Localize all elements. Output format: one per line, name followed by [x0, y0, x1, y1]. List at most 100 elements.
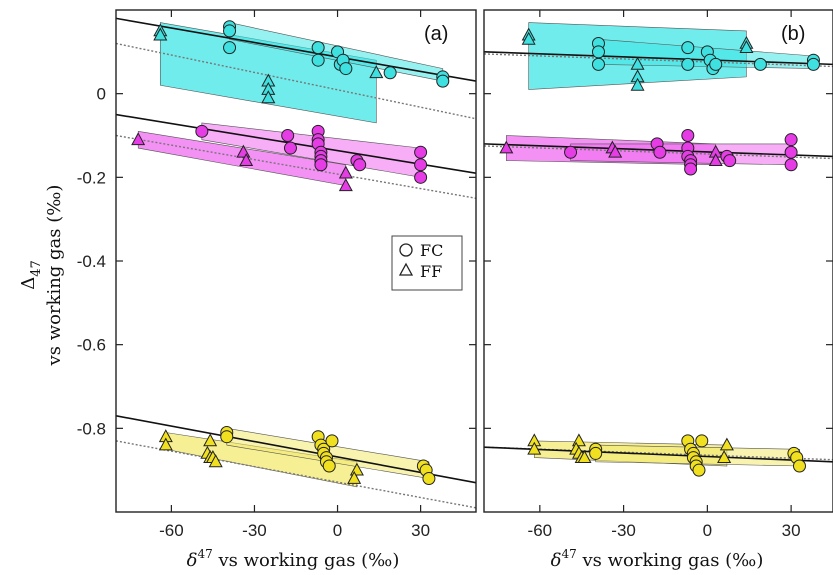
cyan-ff-point	[261, 90, 276, 104]
magenta-fc-point	[353, 158, 367, 172]
legend: FC FF	[391, 235, 463, 291]
x-axis-a-rest: vs working gas (‰)	[213, 550, 400, 571]
x-tick-label: 30	[411, 521, 430, 540]
cyan-fc-point	[223, 24, 237, 38]
panel-a: -60 -30 0 30 0 -0.2 -0.4 -0.6 -0.8 (a)	[77, 9, 477, 540]
legend-circle-icon	[399, 243, 413, 257]
x-axis-b-symbol: δ	[551, 550, 562, 571]
x-axis-a-sup: 47	[197, 547, 212, 561]
panel-label: (b)	[781, 23, 805, 45]
y-tick-label: -0.6	[77, 336, 106, 355]
yellow-ff-point	[527, 441, 542, 455]
cyan-fc-point	[709, 57, 723, 71]
cyan-ff-point	[521, 31, 536, 45]
yellow-solid-fit-line	[484, 446, 833, 463]
x-tick-label: -30	[611, 521, 636, 540]
cyan-fc-point	[311, 41, 325, 55]
magenta-fc-point	[684, 162, 698, 176]
magenta-ff-point	[239, 153, 254, 166]
magenta-ff-point	[338, 165, 353, 179]
x-axis-b-sup: 47	[561, 547, 576, 561]
cyan-ff-point	[739, 40, 754, 53]
yellow-fc-point	[589, 446, 603, 460]
panel-b: -60 -30 0 30 (b)	[483, 9, 833, 540]
magenta-ff-point	[338, 178, 353, 192]
magenta-fc-point	[784, 145, 798, 159]
y-tick-label: -0.2	[77, 168, 106, 187]
magenta-fc-point	[314, 158, 328, 172]
yellow-dotted-fit-line	[116, 440, 476, 509]
yellow-ff-point	[158, 437, 173, 451]
magenta-fc-point	[784, 158, 798, 172]
legend-triangle-icon	[398, 262, 414, 276]
cyan-fc-point	[591, 45, 605, 59]
legend-label-fc: FC	[420, 241, 443, 260]
yellow-ff-point	[571, 433, 586, 447]
cyan-fc-point	[681, 41, 695, 55]
y-tick-label: -0.8	[77, 419, 106, 438]
magenta-fc-point	[723, 154, 737, 168]
yellow-ff-point	[203, 433, 218, 447]
cyan-fc-point	[311, 53, 325, 67]
magenta-fc-point	[564, 145, 578, 159]
cyan-fc-point	[383, 66, 397, 80]
magenta-fc-point	[784, 133, 798, 147]
cyan-dotted-fit-line	[116, 42, 476, 120]
svg-text:δ47 vs working gas (‰): δ47 vs working gas (‰)	[187, 547, 400, 571]
magenta-fc-point	[283, 141, 297, 155]
x-axis-title-b: δ47 vs working gas (‰)	[551, 547, 764, 571]
cyan-fc-point	[436, 74, 450, 88]
yellow-fc-point	[322, 459, 336, 473]
magenta-ff-point	[608, 144, 623, 158]
magenta-fc-point	[681, 129, 695, 142]
cyan-fc-point	[223, 41, 237, 55]
yellow-solid-fit-line	[116, 414, 476, 484]
legend-label-ff: FF	[420, 262, 442, 281]
cyan-solid-fit-line	[484, 51, 833, 66]
magenta-dotted-fit-line	[116, 134, 476, 199]
plot-area	[116, 17, 476, 509]
cyan-ff-point	[153, 27, 168, 41]
y-axis-second-line: vs working gas (‰)	[44, 185, 65, 367]
magenta-fc-point	[195, 124, 209, 138]
x-tick-label: 0	[703, 521, 712, 540]
magenta-ff-point	[131, 132, 146, 146]
yellow-fc-point	[220, 430, 234, 444]
x-axis-title-a: δ47 vs working gas (‰)	[187, 547, 400, 571]
magenta-fc-point	[414, 158, 428, 172]
yellow-ff-point	[208, 454, 223, 468]
x-tick-label: 30	[782, 521, 801, 540]
yellow-fc-point	[422, 472, 436, 486]
cyan-solid-fit-line	[116, 17, 476, 82]
yellow-fc-point	[692, 463, 706, 477]
yellow-fc-point	[325, 434, 339, 448]
magenta-ff-point	[708, 153, 723, 166]
x-axis-b-rest: vs working gas (‰)	[577, 550, 764, 571]
svg-text:δ47 vs working gas (‰): δ47 vs working gas (‰)	[551, 547, 764, 571]
y-tick-label: 0	[97, 85, 106, 104]
cyan-fc-point	[806, 57, 820, 71]
x-tick-label: 0	[333, 521, 342, 540]
cyan-fc-point	[753, 57, 767, 71]
cyan-fc-point	[339, 62, 353, 76]
x-tick-label: -60	[159, 521, 184, 540]
x-axis-a-symbol: δ	[187, 550, 198, 571]
plot-area	[484, 22, 833, 477]
yellow-ff-point	[347, 470, 362, 484]
panel-label: (a)	[424, 23, 448, 45]
svg-text:Δ47: Δ47	[18, 260, 44, 290]
y-axis-main-symbol: Δ	[18, 277, 39, 290]
y-tick-label: -0.4	[77, 252, 106, 271]
cyan-ff-point	[369, 65, 384, 79]
cyan-ff-point	[630, 77, 645, 91]
x-tick-label: -60	[528, 521, 553, 540]
yellow-fc-point	[695, 434, 709, 448]
magenta-ff-point	[499, 140, 514, 154]
magenta-fc-point	[414, 170, 428, 184]
magenta-fc-point	[653, 145, 667, 159]
cyan-ff-point	[630, 56, 645, 70]
yellow-ff-point	[577, 450, 592, 463]
cyan-fc-point	[681, 57, 695, 71]
y-axis-title: Δ47 vs working gas (‰)	[18, 185, 65, 367]
